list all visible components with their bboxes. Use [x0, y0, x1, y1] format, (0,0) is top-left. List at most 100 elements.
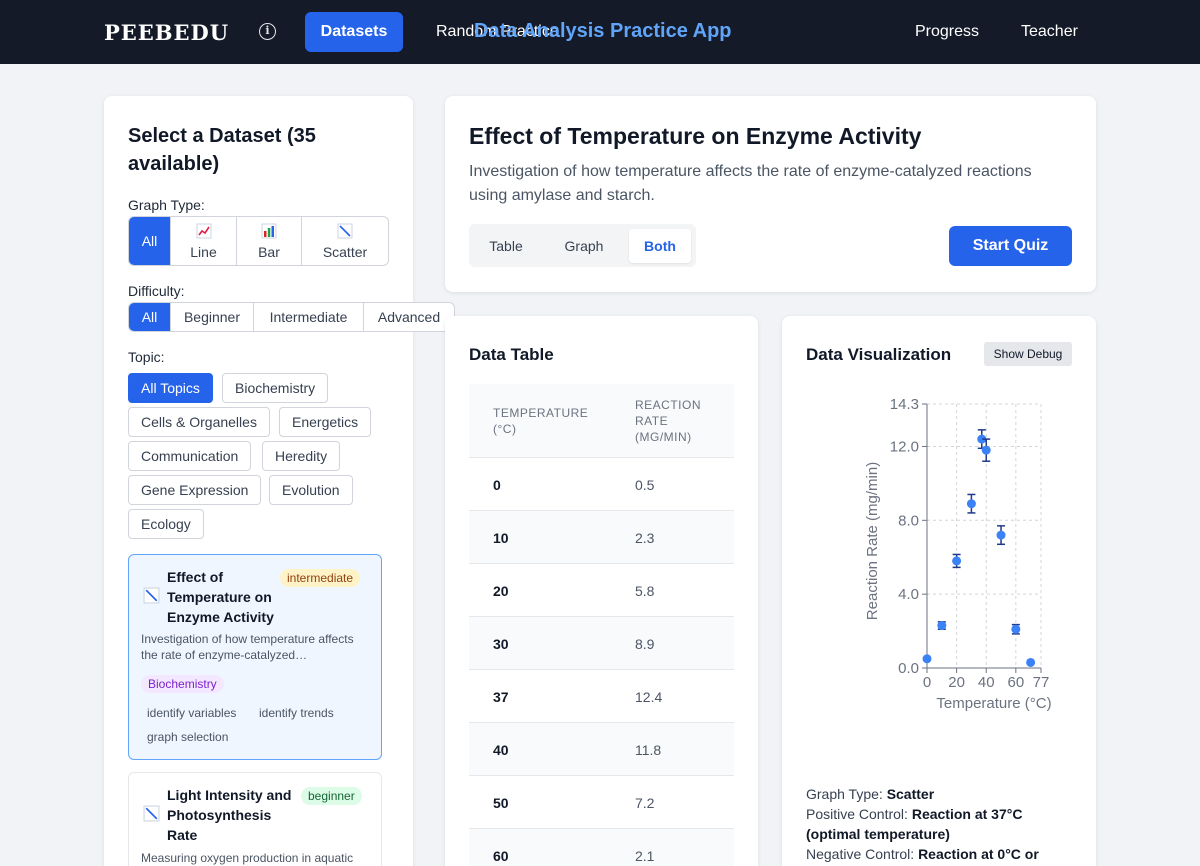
- column-header-temperature: TEMPERATURE: [493, 406, 589, 420]
- table-row: 10 2.3: [469, 510, 734, 563]
- dataset-title: Effect of Temperature on Enzyme Activity: [167, 569, 274, 625]
- scatter-chart: 0 20 40 60 77 0.0 4.0 8.0 12.0 14.3 Temperature (°…: [864, 396, 1052, 712]
- data-point: [922, 654, 932, 664]
- positive-control-info: Positive Control: Reaction at 37°C (opti…: [806, 806, 1023, 842]
- column-header-rate: REACTION: [635, 398, 702, 412]
- difficulty-badge: intermediate: [280, 569, 361, 587]
- topic-energetics[interactable]: Energetics: [279, 407, 372, 437]
- topic-badge: Biochemistry: [141, 675, 224, 693]
- x-tick-label: 20: [948, 674, 965, 691]
- topic-biochemistry[interactable]: Biochemistry: [222, 373, 329, 403]
- data-table: TEMPERATURE (°C) REACTION RATE (MG/MIN) …: [469, 384, 734, 866]
- y-tick-label: 0.0: [898, 660, 919, 677]
- y-tick-label: 8.0: [898, 512, 919, 529]
- x-tick-label: 77: [1033, 674, 1050, 691]
- dataset-description: Measuring oxygen production in aquatic: [141, 851, 354, 865]
- x-tick-label: 40: [978, 674, 995, 691]
- data-point: [966, 499, 976, 509]
- y-tick-label: 14.3: [890, 396, 919, 413]
- bar-chart-icon: [261, 223, 277, 242]
- dataset-card[interactable]: Light Intensity and Photosynthesis Rate …: [128, 772, 382, 866]
- dataset-heading-description: Investigation of how temperature affects…: [469, 163, 1032, 204]
- data-point: [981, 445, 991, 455]
- graph-type-scatter[interactable]: Scatter: [302, 217, 388, 265]
- table-row: 50 7.2: [469, 775, 734, 828]
- dataset-sidebar: Select a Dataset (35 available) Graph Ty…: [104, 96, 455, 866]
- info-icon[interactable]: i: [259, 23, 276, 40]
- graph-type-line[interactable]: Line: [171, 217, 237, 265]
- topic-label: Topic:: [128, 349, 165, 365]
- skill-tag: identify trends: [259, 706, 334, 720]
- table-header: TEMPERATURE (°C) REACTION RATE (MG/MIN): [469, 384, 734, 457]
- data-point: [977, 434, 987, 444]
- y-axis-title: Reaction Rate (mg/min): [864, 462, 881, 620]
- visualization-title: Data Visualization: [806, 345, 952, 364]
- app-title: Data Analysis Practice App: [474, 20, 732, 42]
- dataset-title: Light Intensity and Photosynthesis Rate: [167, 787, 292, 843]
- line-chart-icon: [196, 223, 212, 242]
- difficulty-badge: beginner: [301, 787, 362, 805]
- skill-tag: graph selection: [147, 730, 229, 744]
- data-visualization-card: Data Visualization Show Debug 0 20 40 60 77 0…: [782, 316, 1096, 866]
- topic-cells-organelles[interactable]: Cells & Organelles: [128, 407, 270, 437]
- view-table[interactable]: Table: [489, 238, 523, 254]
- nav-datasets[interactable]: Datasets: [305, 12, 403, 52]
- y-tick-label: 12.0: [890, 438, 919, 455]
- topic-gene-expression[interactable]: Gene Expression: [128, 475, 262, 505]
- column-header-temperature-unit: (°C): [493, 422, 517, 436]
- show-debug-button[interactable]: Show Debug: [984, 342, 1072, 366]
- nav-progress[interactable]: Progress: [915, 23, 980, 40]
- table-row: 40 11.8: [469, 722, 734, 775]
- negative-control-info: Negative Control: Reaction at 0°C or: [806, 846, 1039, 862]
- column-header-rate-unit: (MG/MIN): [635, 430, 692, 444]
- graph-type-bar[interactable]: Bar: [237, 217, 302, 265]
- table-row: 30 8.9: [469, 616, 734, 669]
- view-toggle: Table Graph Both: [469, 224, 696, 267]
- scatter-icon: [337, 223, 353, 242]
- data-point: [937, 621, 947, 631]
- topic-evolution[interactable]: Evolution: [269, 475, 353, 505]
- data-table-card: Data Table TEMPERATURE (°C) REACTION RAT…: [445, 316, 758, 866]
- scatter-icon: [143, 587, 160, 609]
- nav-teacher[interactable]: Teacher: [1021, 23, 1078, 40]
- dataset-heading: Effect of Temperature on Enzyme Activity: [469, 123, 922, 149]
- graph-type-label: Graph Type:: [128, 197, 205, 213]
- data-point: [952, 556, 962, 566]
- table-row: 20 5.8: [469, 563, 734, 616]
- top-nav: PEEBEDU i Datasets Random Practice Data …: [0, 0, 1200, 64]
- graph-type-all[interactable]: All: [129, 217, 171, 265]
- topic-all[interactable]: All Topics: [128, 373, 213, 403]
- scatter-icon: [143, 805, 160, 827]
- sidebar-title: Select a Dataset (35 available): [128, 125, 316, 175]
- table-row: 37 12.4: [469, 669, 734, 722]
- view-both[interactable]: Both: [629, 229, 691, 263]
- skill-tag: identify variables: [147, 706, 237, 720]
- x-tick-label: 0: [923, 674, 931, 691]
- topic-communication[interactable]: Communication: [128, 441, 252, 471]
- view-graph[interactable]: Graph: [564, 238, 604, 254]
- table-row: 60 2.1: [469, 828, 734, 866]
- difficulty-intermediate[interactable]: Intermediate: [254, 303, 364, 331]
- graph-type-info: Graph Type: Scatter: [806, 786, 935, 802]
- topic-ecology[interactable]: Ecology: [128, 509, 204, 539]
- graph-type-filter: All Line Bar Scatter: [128, 216, 389, 266]
- x-tick-label: 60: [1007, 674, 1024, 691]
- difficulty-filter: All Beginner Intermediate Advanced: [128, 302, 455, 332]
- data-point: [1011, 624, 1021, 634]
- data-table-title: Data Table: [469, 345, 554, 364]
- start-quiz-button[interactable]: Start Quiz: [949, 226, 1072, 266]
- data-point: [1026, 657, 1036, 667]
- y-tick-label: 4.0: [898, 586, 919, 603]
- nav-random-practice[interactable]: Random Practice: [436, 23, 559, 40]
- difficulty-all[interactable]: All: [129, 303, 171, 331]
- difficulty-advanced[interactable]: Advanced: [377, 309, 441, 325]
- difficulty-beginner[interactable]: Beginner: [171, 303, 254, 331]
- column-header-rate-2: RATE: [635, 414, 669, 428]
- table-row: 0 0.5: [469, 457, 734, 510]
- logo[interactable]: PEEBEDU: [104, 20, 230, 45]
- difficulty-label: Difficulty:: [128, 283, 185, 299]
- dataset-card-selected[interactable]: Effect of Temperature on Enzyme Activity…: [128, 554, 382, 760]
- data-point: [996, 530, 1006, 540]
- topic-heredity[interactable]: Heredity: [262, 441, 341, 471]
- x-axis-title: Temperature (°C): [936, 695, 1051, 712]
